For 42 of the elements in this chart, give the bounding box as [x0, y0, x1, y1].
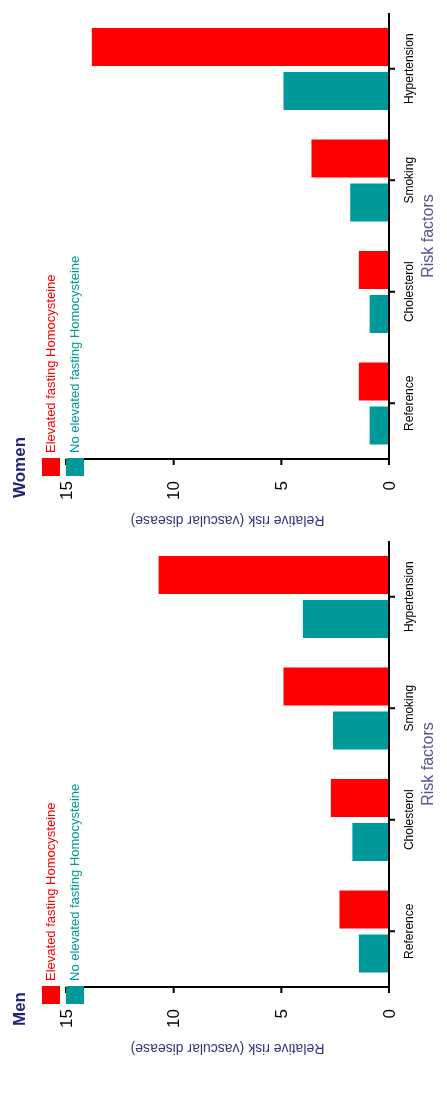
- bar: [302, 600, 389, 638]
- y-tick-label: Reference: [402, 903, 416, 959]
- y-axis-title: Risk factors: [418, 722, 436, 806]
- x-tick-label: 5: [271, 481, 291, 491]
- bar: [333, 711, 389, 750]
- x-tick-label: 15: [56, 1009, 76, 1028]
- text: Men: [10, 991, 30, 1026]
- bar: [330, 779, 389, 817]
- bar: [352, 823, 389, 861]
- x-tick-label: 5: [271, 1009, 291, 1019]
- bar: [283, 667, 389, 706]
- x-axis-title: Relative risk (vascular disease): [130, 1041, 325, 1057]
- x-tick-label: 0: [379, 481, 399, 491]
- bar: [283, 72, 389, 110]
- y-tick-label: Reference: [402, 375, 416, 431]
- y-tick-label: Smoking: [402, 684, 416, 732]
- text: No elevated fasting Homocysteine: [66, 255, 83, 453]
- bar: [358, 934, 389, 973]
- x-tick-label: 0: [379, 1009, 399, 1019]
- x-tick-label: 15: [56, 481, 76, 500]
- y-tick-label: Smoking: [402, 156, 416, 204]
- bar: [311, 139, 389, 178]
- y-axis-title: Risk factors: [418, 194, 436, 278]
- bar: [158, 556, 389, 594]
- bar: [339, 890, 389, 929]
- x-tick-label: 10: [164, 1009, 184, 1028]
- x-axis-title: Relative risk (vascular disease): [130, 513, 325, 529]
- x-tick-label: 10: [164, 481, 184, 500]
- y-tick-label: Hypertension: [402, 561, 416, 633]
- text: Women: [10, 436, 30, 498]
- y-tick-label: Cholesterol: [402, 789, 416, 851]
- y-tick-label: Cholesterol: [402, 261, 416, 323]
- bar: [91, 28, 389, 66]
- bar: [358, 362, 389, 401]
- bar: [358, 251, 389, 289]
- text: Elevated fasting Homocysteine: [42, 274, 59, 453]
- bar: [369, 406, 389, 445]
- bar: [369, 295, 389, 333]
- y-tick-label: Hypertension: [402, 33, 416, 105]
- bar: [350, 183, 389, 222]
- text: No elevated fasting Homocysteine: [66, 783, 83, 981]
- text: Elevated fasting Homocysteine: [42, 802, 59, 981]
